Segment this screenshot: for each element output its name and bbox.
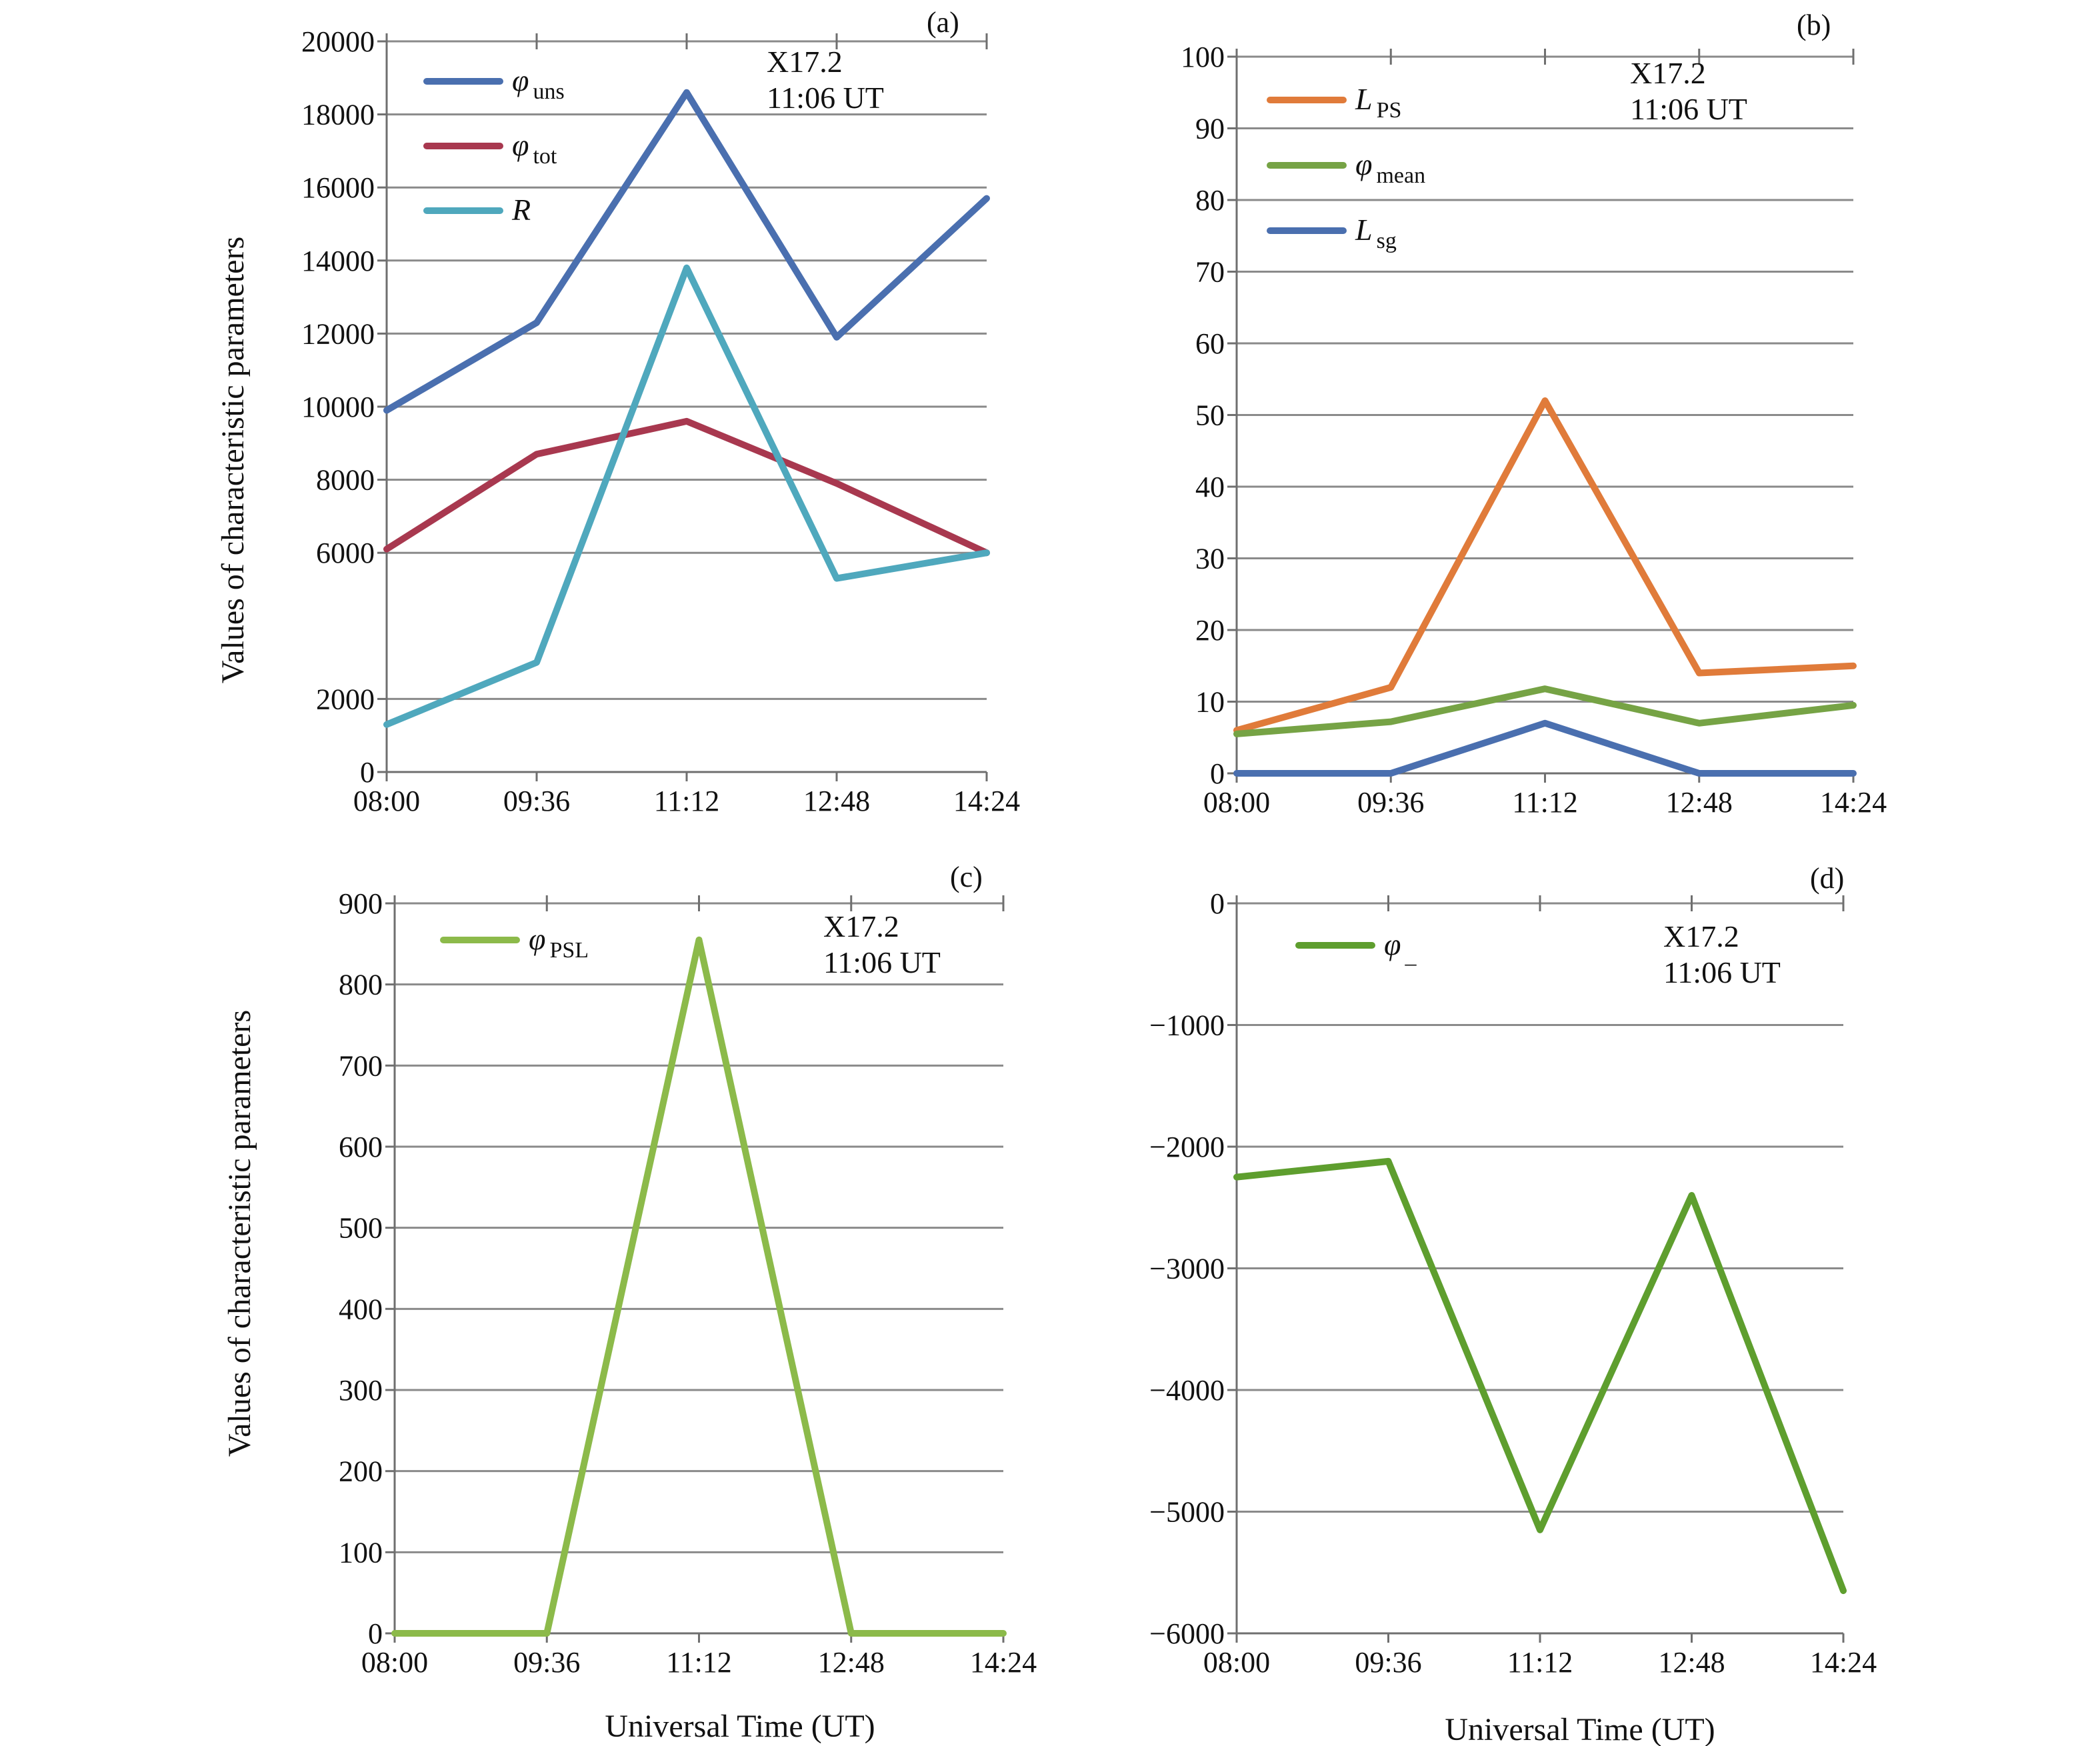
legend-label-a-0: φ uns [512,63,565,104]
y-tick-label-a-5: 12000 [301,317,375,350]
y-tick-label-b-8: 80 [1195,184,1225,217]
y-tick-label-b-9: 90 [1195,113,1225,145]
legend-label-a-2: R [511,193,531,227]
y-tick-label-a-7: 16000 [301,171,375,204]
y-axis-title-bottom: Values of characteristic parameters [222,1010,257,1457]
y-tick-label-b-6: 60 [1195,327,1225,360]
y-tick-label-a-3: 8000 [316,464,375,497]
annotation-c-1: 11:06 UT [823,945,941,979]
y-tick-label-d-0: 0 [1210,887,1225,920]
series-line-b-2 [1233,719,1857,777]
x-tick-label-d-1: 09:36 [1355,1646,1421,1679]
x-tick-label-d-2: 11:12 [1507,1646,1573,1679]
y-tick-label-c-8: 800 [339,969,383,1001]
x-tick-label-b-2: 11:12 [1512,786,1578,819]
series-line-b-1 [1233,685,1857,737]
legend-label-c-0: φ PSL [529,922,589,963]
series-line-d-0 [1233,1157,1847,1595]
y-tick-label-d-5: −5000 [1149,1496,1225,1529]
panel-label-b: (b) [1797,9,1831,41]
y-tick-label-c-3: 300 [339,1374,383,1407]
legend-label-d-0: φ _ [1384,927,1417,968]
y-tick-label-c-1: 100 [339,1536,383,1569]
y-tick-label-b-4: 40 [1195,471,1225,503]
chart-panel-a: 0 2000 6000 8000 10000 12000 14000 16000 18000 20… [301,6,1020,817]
y-tick-label-d-3: −3000 [1149,1253,1225,1285]
x-tick-label-d-0: 08:00 [1203,1646,1270,1679]
legend-label-b-1: φ mean [1355,147,1425,188]
y-tick-label-b-2: 20 [1195,614,1225,647]
y-tick-label-a-4: 10000 [301,391,375,423]
x-tick-label-c-0: 08:00 [361,1646,428,1679]
y-tick-label-c-4: 400 [339,1293,383,1325]
annotation-b-1: 11:06 UT [1630,92,1747,126]
series-line-a-2 [383,264,990,728]
x-tick-label-c-3: 12:48 [818,1646,885,1679]
y-tick-label-b-0: 0 [1210,757,1225,790]
x-tick-label-a-4: 14:24 [953,785,1020,817]
annotation-b-0: X17.2 [1630,56,1706,90]
y-axis-title-top: Values of characteristic parameters [215,237,251,683]
y-tick-label-a-6: 14000 [301,245,375,277]
y-tick-label-b-7: 70 [1195,256,1225,289]
x-axis-title-left: Universal Time (UT) [605,1709,875,1744]
y-tick-label-a-9: 20000 [301,25,375,58]
annotation-c-0: X17.2 [823,909,899,943]
legend-label-b-0: L PS [1355,82,1401,123]
panel-label-c: (c) [950,861,983,893]
x-tick-label-a-1: 09:36 [503,785,570,817]
annotation-a-1: 11:06 UT [767,81,884,115]
annotation-d-0: X17.2 [1663,919,1739,953]
y-tick-label-d-1: −1000 [1149,1009,1225,1042]
x-tick-label-d-3: 12:48 [1658,1646,1725,1679]
x-tick-label-b-0: 08:00 [1203,786,1270,819]
x-tick-label-c-1: 09:36 [513,1646,580,1679]
y-tick-label-d-6: −6000 [1149,1617,1225,1650]
y-tick-label-a-8: 18000 [301,99,375,131]
x-tick-label-c-4: 14:24 [970,1646,1037,1679]
chart-panel-c: 0 100 200 300 400 500 600 700 800 900 08:00 09:36 11… [339,861,1037,1679]
y-tick-label-b-5: 50 [1195,399,1225,432]
x-tick-label-b-4: 14:24 [1820,786,1887,819]
series-line-b-0 [1233,397,1857,734]
series-line-a-1 [383,417,990,557]
annotation-d-1: 11:06 UT [1663,955,1781,989]
y-tick-label-c-2: 200 [339,1455,383,1488]
y-tick-label-a-0: 0 [360,756,375,789]
y-tick-label-d-4: −4000 [1149,1374,1225,1407]
y-tick-label-a-2: 6000 [316,537,375,569]
y-tick-label-c-5: 500 [339,1212,383,1245]
x-tick-label-d-4: 14:24 [1810,1646,1877,1679]
x-tick-label-a-0: 08:00 [353,785,420,817]
legend-label-a-1: φ tot [512,128,557,169]
y-tick-label-c-0: 0 [368,1617,383,1650]
panel-label-a: (a) [927,6,959,39]
y-tick-label-b-3: 30 [1195,543,1225,575]
x-tick-label-b-1: 09:36 [1357,786,1424,819]
y-tick-label-b-10: 100 [1181,41,1225,73]
x-tick-label-b-3: 12:48 [1666,786,1733,819]
x-tick-label-a-3: 12:48 [803,785,870,817]
y-tick-label-a-1: 2000 [316,683,375,715]
x-tick-label-c-2: 11:12 [666,1646,732,1679]
series-line-a-0 [383,89,990,414]
x-tick-label-a-2: 11:12 [654,785,720,817]
annotation-a-0: X17.2 [767,45,843,79]
y-tick-label-c-7: 700 [339,1049,383,1082]
x-axis-title-right: Universal Time (UT) [1445,1712,1715,1746]
y-tick-label-c-9: 900 [339,887,383,920]
chart-panel-b: 0 10 20 30 40 50 60 70 80 90 100 08:00 09:36 11:12 12:… [1181,9,1887,819]
series-line-c-0 [391,936,1007,1637]
y-tick-label-b-1: 10 [1195,686,1225,719]
y-tick-label-c-6: 600 [339,1131,383,1163]
y-tick-label-d-2: −2000 [1149,1131,1225,1163]
panel-label-d: (d) [1810,862,1844,895]
